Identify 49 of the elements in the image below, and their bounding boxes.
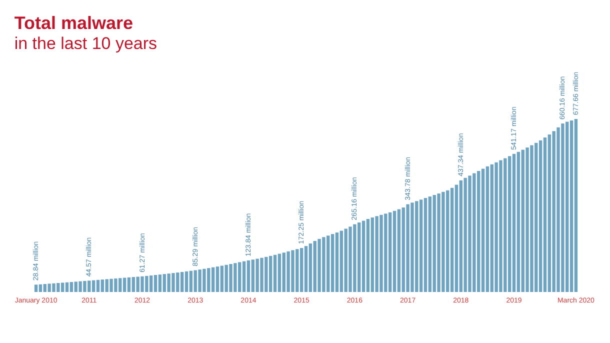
bar	[419, 200, 423, 292]
bar	[481, 168, 485, 292]
bar	[38, 284, 42, 292]
chart-title: Total malware	[14, 12, 134, 33]
bar	[543, 138, 547, 292]
bar	[574, 119, 578, 292]
bar	[273, 254, 277, 292]
bar	[508, 156, 512, 292]
bar	[486, 166, 490, 292]
bar	[516, 152, 520, 292]
bar	[127, 277, 131, 292]
bar	[538, 140, 542, 292]
bar	[70, 282, 74, 292]
bar	[278, 254, 282, 292]
bar	[189, 270, 193, 292]
bar	[300, 248, 304, 292]
bar	[304, 246, 308, 292]
bar	[246, 260, 250, 292]
bar	[216, 266, 220, 292]
bar	[388, 212, 392, 292]
bar	[330, 234, 334, 292]
bar	[154, 275, 158, 292]
bar	[570, 120, 574, 292]
bar	[34, 284, 38, 292]
chart-subtitle: in the last 10 years	[14, 34, 158, 53]
bar	[60, 282, 64, 292]
bar	[362, 220, 366, 292]
bar	[92, 280, 96, 292]
bar	[397, 209, 401, 292]
bar	[512, 154, 516, 292]
bar	[158, 274, 162, 292]
bar	[122, 278, 126, 292]
bar	[308, 243, 312, 292]
bar	[65, 282, 69, 292]
bar	[548, 134, 552, 292]
bar	[424, 198, 428, 292]
bar	[96, 280, 100, 292]
bar	[428, 196, 432, 292]
bar	[100, 280, 104, 292]
bar	[211, 267, 215, 292]
bar	[335, 232, 339, 292]
bar	[242, 261, 246, 292]
bar	[180, 272, 184, 292]
bar	[184, 271, 188, 292]
bar	[366, 218, 370, 292]
bar	[220, 266, 224, 292]
bar	[454, 184, 458, 292]
bar	[392, 210, 396, 292]
bar	[450, 188, 454, 292]
